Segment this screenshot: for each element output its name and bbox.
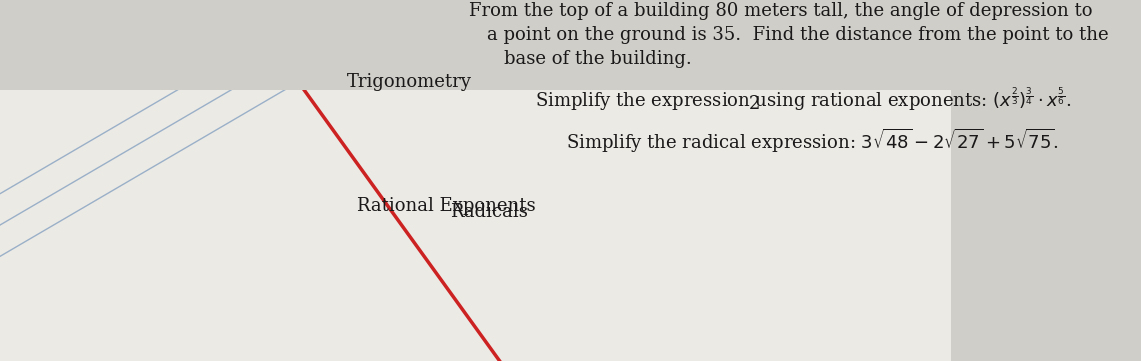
Text: Trigonometry: Trigonometry — [347, 73, 472, 91]
Text: From the top of a building 80 meters tall, the angle of depression to: From the top of a building 80 meters tal… — [469, 2, 1093, 20]
Text: Simplify the radical expression: $3\sqrt{48}-2\sqrt{27}+5\sqrt{75}$.: Simplify the radical expression: $3\sqrt… — [566, 127, 1059, 155]
Text: a point on the ground is 35.  Find the distance from the point to the: a point on the ground is 35. Find the di… — [487, 26, 1108, 44]
Text: Radicals: Radicals — [451, 203, 528, 221]
Text: 2: 2 — [750, 95, 761, 113]
Text: base of the building.: base of the building. — [504, 50, 691, 68]
Text: Simplify the expression using rational exponents: $(x^{\frac{2}{3}})^{\frac{3}{4: Simplify the expression using rational e… — [535, 85, 1071, 113]
Text: Rational Exponents: Rational Exponents — [356, 197, 535, 215]
